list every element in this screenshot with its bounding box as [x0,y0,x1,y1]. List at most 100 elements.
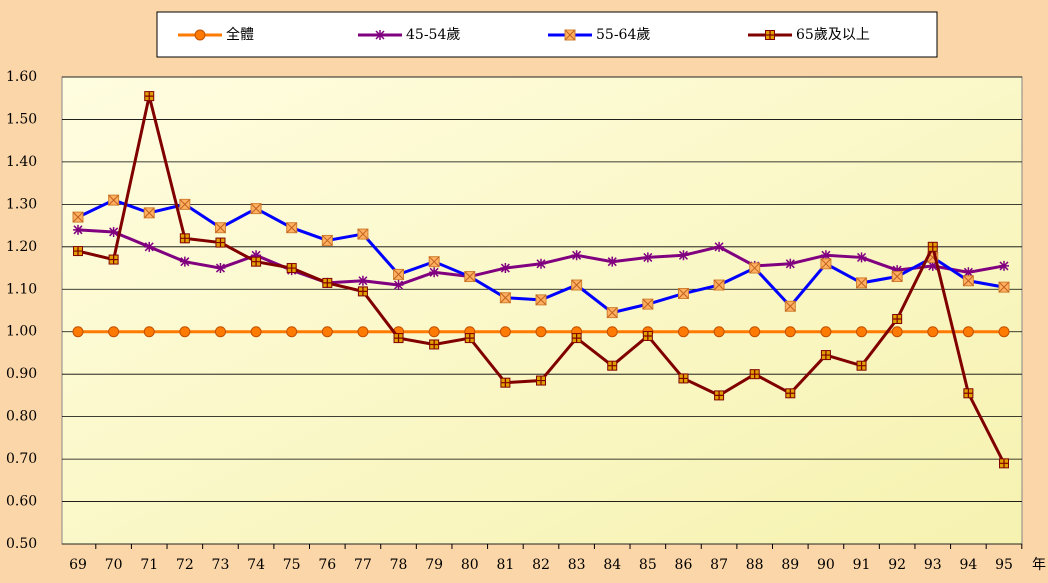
marker-shape [215,222,226,234]
marker [678,250,689,261]
marker [536,375,546,386]
y-tick-label: 0.80 [6,409,37,425]
marker-shape [678,373,688,383]
marker [357,275,368,286]
marker-shape [375,30,385,40]
marker-shape [180,233,190,243]
legend-label: 全體 [226,26,254,43]
marker-shape [500,292,511,304]
marker-shape [642,252,653,263]
marker-shape [144,91,154,101]
marker [998,281,1010,293]
marker [891,326,903,338]
x-tick-label: 84 [603,557,621,573]
y-tick-label: 1.60 [6,69,37,85]
marker-shape [428,256,440,268]
marker-shape [108,226,119,237]
marker-shape [144,241,155,252]
marker-shape [606,326,618,338]
marker [108,326,120,338]
marker-shape [500,378,510,388]
marker-shape [998,281,1010,293]
marker-shape [765,30,775,40]
marker-shape [357,326,369,338]
marker-shape [963,388,973,398]
marker [606,326,618,338]
marker [571,333,582,344]
legend-label: 55-64歲 [596,27,650,43]
y-tick-label: 1.20 [6,239,37,255]
marker-shape [571,250,582,261]
x-tick-label: 95 [995,557,1013,573]
marker-shape [321,326,333,338]
marker-shape [286,326,298,338]
marker [143,207,155,219]
marker-shape [999,458,1009,468]
marker [73,224,83,235]
y-tick-label: 1.10 [6,281,37,297]
marker [784,326,796,338]
marker [642,298,654,310]
marker [429,267,440,278]
marker [286,222,298,234]
x-tick-label: 86 [675,557,693,573]
marker-shape [535,326,547,338]
marker [962,275,974,287]
marker [820,258,832,270]
marker-shape [143,326,155,338]
x-tick-label: 73 [212,557,230,573]
marker-shape [892,265,903,276]
marker [250,326,262,338]
x-tick-label: 75 [283,557,301,573]
marker-shape [465,333,475,343]
marker-shape [215,263,226,274]
marker-shape [429,267,440,278]
x-tick-label: 87 [710,557,728,573]
marker-shape [250,203,262,214]
marker-shape [714,390,724,400]
marker [963,267,974,278]
x-tick-label: 90 [817,557,835,573]
marker [677,326,689,338]
x-tick-label: 77 [354,557,372,573]
marker-shape [215,238,225,248]
marker [499,292,511,304]
marker [143,326,155,338]
marker-shape [784,300,796,312]
marker-shape [678,250,689,261]
marker-shape [821,350,831,360]
marker [286,326,298,338]
x-tick-label: 94 [959,557,977,573]
marker [286,263,297,274]
marker-shape [214,326,226,338]
marker [891,271,903,283]
marker [535,294,547,306]
marker-shape [749,326,761,338]
marker [677,288,689,300]
marker [642,330,653,341]
marker-shape [564,29,576,41]
marker [357,228,369,240]
x-tick-label: 92 [888,557,906,573]
marker-shape [606,307,618,318]
marker-shape [194,29,206,41]
marker [856,277,868,289]
marker-shape [677,326,689,338]
marker [927,241,938,252]
marker [713,326,725,338]
marker-shape [714,241,725,252]
marker [564,29,576,41]
marker-shape [571,279,582,291]
marker [713,279,725,291]
marker [714,390,725,401]
marker-shape [108,326,120,338]
marker [607,256,618,267]
marker-shape [321,235,333,246]
marker-shape [820,250,831,261]
marker [963,388,974,399]
marker-shape [143,207,155,219]
x-tick-label: 91 [853,557,871,573]
marker [428,326,440,338]
marker-shape [999,260,1009,271]
marker-shape [856,326,868,338]
